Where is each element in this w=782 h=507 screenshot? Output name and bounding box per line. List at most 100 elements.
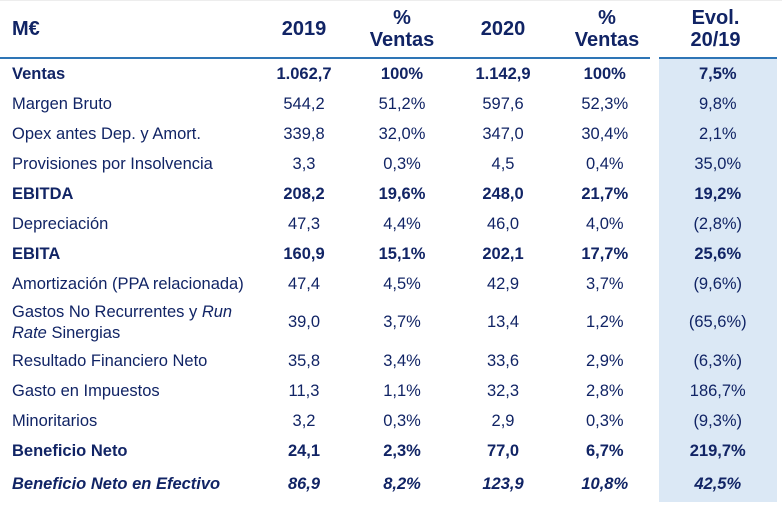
header-line1: % xyxy=(393,6,411,29)
pct-2019: 51,2% xyxy=(378,94,426,113)
pct-2019: 2,3% xyxy=(383,441,421,460)
value-2019: 39,0 xyxy=(287,313,321,332)
pct-2020: 10,8% xyxy=(581,474,629,493)
value-2020: 248,0 xyxy=(482,184,524,203)
column-header-2020: 2020 xyxy=(446,1,560,59)
table-row-depreciacion: Depreciación 47,3 4,4% 46,0 4,0% (2,8%) xyxy=(0,209,777,239)
evol-value: (2,8%) xyxy=(649,209,777,239)
row-label: Minoritarios xyxy=(12,411,98,430)
value-2019: 544,2 xyxy=(283,94,325,113)
table-row-provisiones: Provisiones por Insolvencia 3,3 0,3% 4,5… xyxy=(0,149,777,179)
row-label: EBITDA xyxy=(12,184,74,203)
column-header-pct-ventas-2020: % Ventas xyxy=(560,1,654,59)
evol-value: 25,6% xyxy=(649,239,777,269)
table-row-ebitda: EBITDA 208,2 19,6% 248,0 21,7% 19,2% xyxy=(0,179,777,209)
value-2019: 24,1 xyxy=(287,441,321,460)
column-header-evolution: Evol. 20/19 xyxy=(654,1,777,59)
row-label: Amortización (PPA relacionada) xyxy=(12,274,244,293)
pct-2020: 52,3% xyxy=(581,94,629,113)
evol-value: 186,7% xyxy=(649,376,777,406)
row-label-text: Gastos No Recurrentes y xyxy=(12,303,202,322)
evol-value: (9,6%) xyxy=(649,269,777,299)
row-label: Depreciación xyxy=(12,214,109,233)
pct-2020: 30,4% xyxy=(581,124,629,143)
table-row-resultado-financiero: Resultado Financiero Neto 35,8 3,4% 33,6… xyxy=(0,346,777,376)
row-label: Beneficio Neto xyxy=(12,441,128,460)
value-2020: 13,4 xyxy=(486,313,520,332)
header-row: M€ 2019 % Ventas 2020 % Ventas Evol. 20/… xyxy=(0,1,777,59)
row-label-italic: Run Rate xyxy=(12,303,233,342)
pct-2019: 15,1% xyxy=(378,244,426,263)
evol-value: (65,6%) xyxy=(649,299,777,346)
row-label: Opex antes Dep. y Amort. xyxy=(12,124,201,143)
header-line2: Ventas xyxy=(574,29,640,51)
header-line1: Evol. xyxy=(691,6,740,29)
row-label: EBITA xyxy=(12,244,61,263)
pct-2019: 0,3% xyxy=(383,411,421,430)
row-label-text: Sinergias xyxy=(46,323,121,342)
evol-value: (9,3%) xyxy=(649,406,777,436)
column-header-pct-ventas-2019: % Ventas xyxy=(358,1,446,59)
pct-2020: 6,7% xyxy=(585,441,624,460)
value-2020: 32,3 xyxy=(486,381,520,400)
pct-2019: 32,0% xyxy=(378,124,426,143)
value-2019: 47,3 xyxy=(287,214,321,233)
pct-2020: 4,0% xyxy=(585,214,624,233)
pct-2019: 3,4% xyxy=(383,351,421,370)
value-2019: 160,9 xyxy=(283,244,325,263)
pct-2019: 100% xyxy=(380,64,424,83)
value-2019: 339,8 xyxy=(283,124,325,143)
evol-value: 219,7% xyxy=(649,436,777,466)
evol-value: 9,8% xyxy=(649,89,777,119)
value-2019: 11,3 xyxy=(288,381,320,400)
pct-2020: 3,7% xyxy=(585,274,624,293)
pct-2020: 2,8% xyxy=(585,381,624,400)
column-header-unit: M€ xyxy=(0,1,250,59)
value-2020: 2,9 xyxy=(491,411,515,430)
evol-value: 19,2% xyxy=(649,179,777,209)
row-label: Ventas xyxy=(12,64,66,83)
value-2020: 1.142,9 xyxy=(475,64,531,83)
value-2020: 347,0 xyxy=(482,124,524,143)
pct-2020: 0,4% xyxy=(585,154,624,173)
pct-2020: 1,2% xyxy=(585,313,624,332)
value-2020: 123,9 xyxy=(482,474,524,493)
column-header-2019: 2019 xyxy=(250,1,358,59)
table-row-amortizacion: Amortización (PPA relacionada) 47,4 4,5%… xyxy=(0,269,777,299)
table-row-gasto-impuestos: Gasto en Impuestos 11,3 1,1% 32,3 2,8% 1… xyxy=(0,376,777,406)
pct-2019: 19,6% xyxy=(378,184,426,203)
pct-2020: 17,7% xyxy=(581,244,629,263)
row-label: Resultado Financiero Neto xyxy=(12,351,208,370)
evol-value: 35,0% xyxy=(649,149,777,179)
row-label: Provisiones por Insolvencia xyxy=(12,154,213,173)
evol-value: (6,3%) xyxy=(649,346,777,376)
value-2020: 33,6 xyxy=(486,351,520,370)
row-label: Gastos No Recurrentes y Run Rate Sinergi… xyxy=(0,299,250,346)
value-2020: 597,6 xyxy=(482,94,524,113)
table-row-beneficio-neto-efectivo: Beneficio Neto en Efectivo 86,9 8,2% 123… xyxy=(0,466,777,502)
pct-2020: 100% xyxy=(583,64,626,83)
pct-2020: 21,7% xyxy=(581,184,629,203)
table-row-gastos-no-recurrentes: Gastos No Recurrentes y Run Rate Sinergi… xyxy=(0,299,777,346)
value-2020: 42,9 xyxy=(486,274,520,293)
pct-2019: 8,2% xyxy=(383,474,421,493)
evol-value: 7,5% xyxy=(649,58,777,89)
value-2019: 47,4 xyxy=(287,274,321,293)
pct-2020: 2,9% xyxy=(585,351,624,370)
table-row-ebita: EBITA 160,9 15,1% 202,1 17,7% 25,6% xyxy=(0,239,777,269)
table-row-opex: Opex antes Dep. y Amort. 339,8 32,0% 347… xyxy=(0,119,777,149)
row-label: Beneficio Neto en Efectivo xyxy=(12,474,221,493)
row-label: Gasto en Impuestos xyxy=(12,381,160,400)
value-2020: 4,5 xyxy=(491,154,515,173)
header-line2: 20/19 xyxy=(690,29,741,51)
header-line1: % xyxy=(598,6,616,29)
value-2019: 208,2 xyxy=(283,184,325,203)
table-row-margen-bruto: Margen Bruto 544,2 51,2% 597,6 52,3% 9,8… xyxy=(0,89,777,119)
pct-2019: 0,3% xyxy=(383,154,421,173)
value-2020: 202,1 xyxy=(482,244,524,263)
value-2020: 77,0 xyxy=(486,441,520,460)
value-2019: 3,2 xyxy=(292,411,316,430)
pct-2020: 0,3% xyxy=(585,411,624,430)
pct-2019: 4,5% xyxy=(383,274,421,293)
